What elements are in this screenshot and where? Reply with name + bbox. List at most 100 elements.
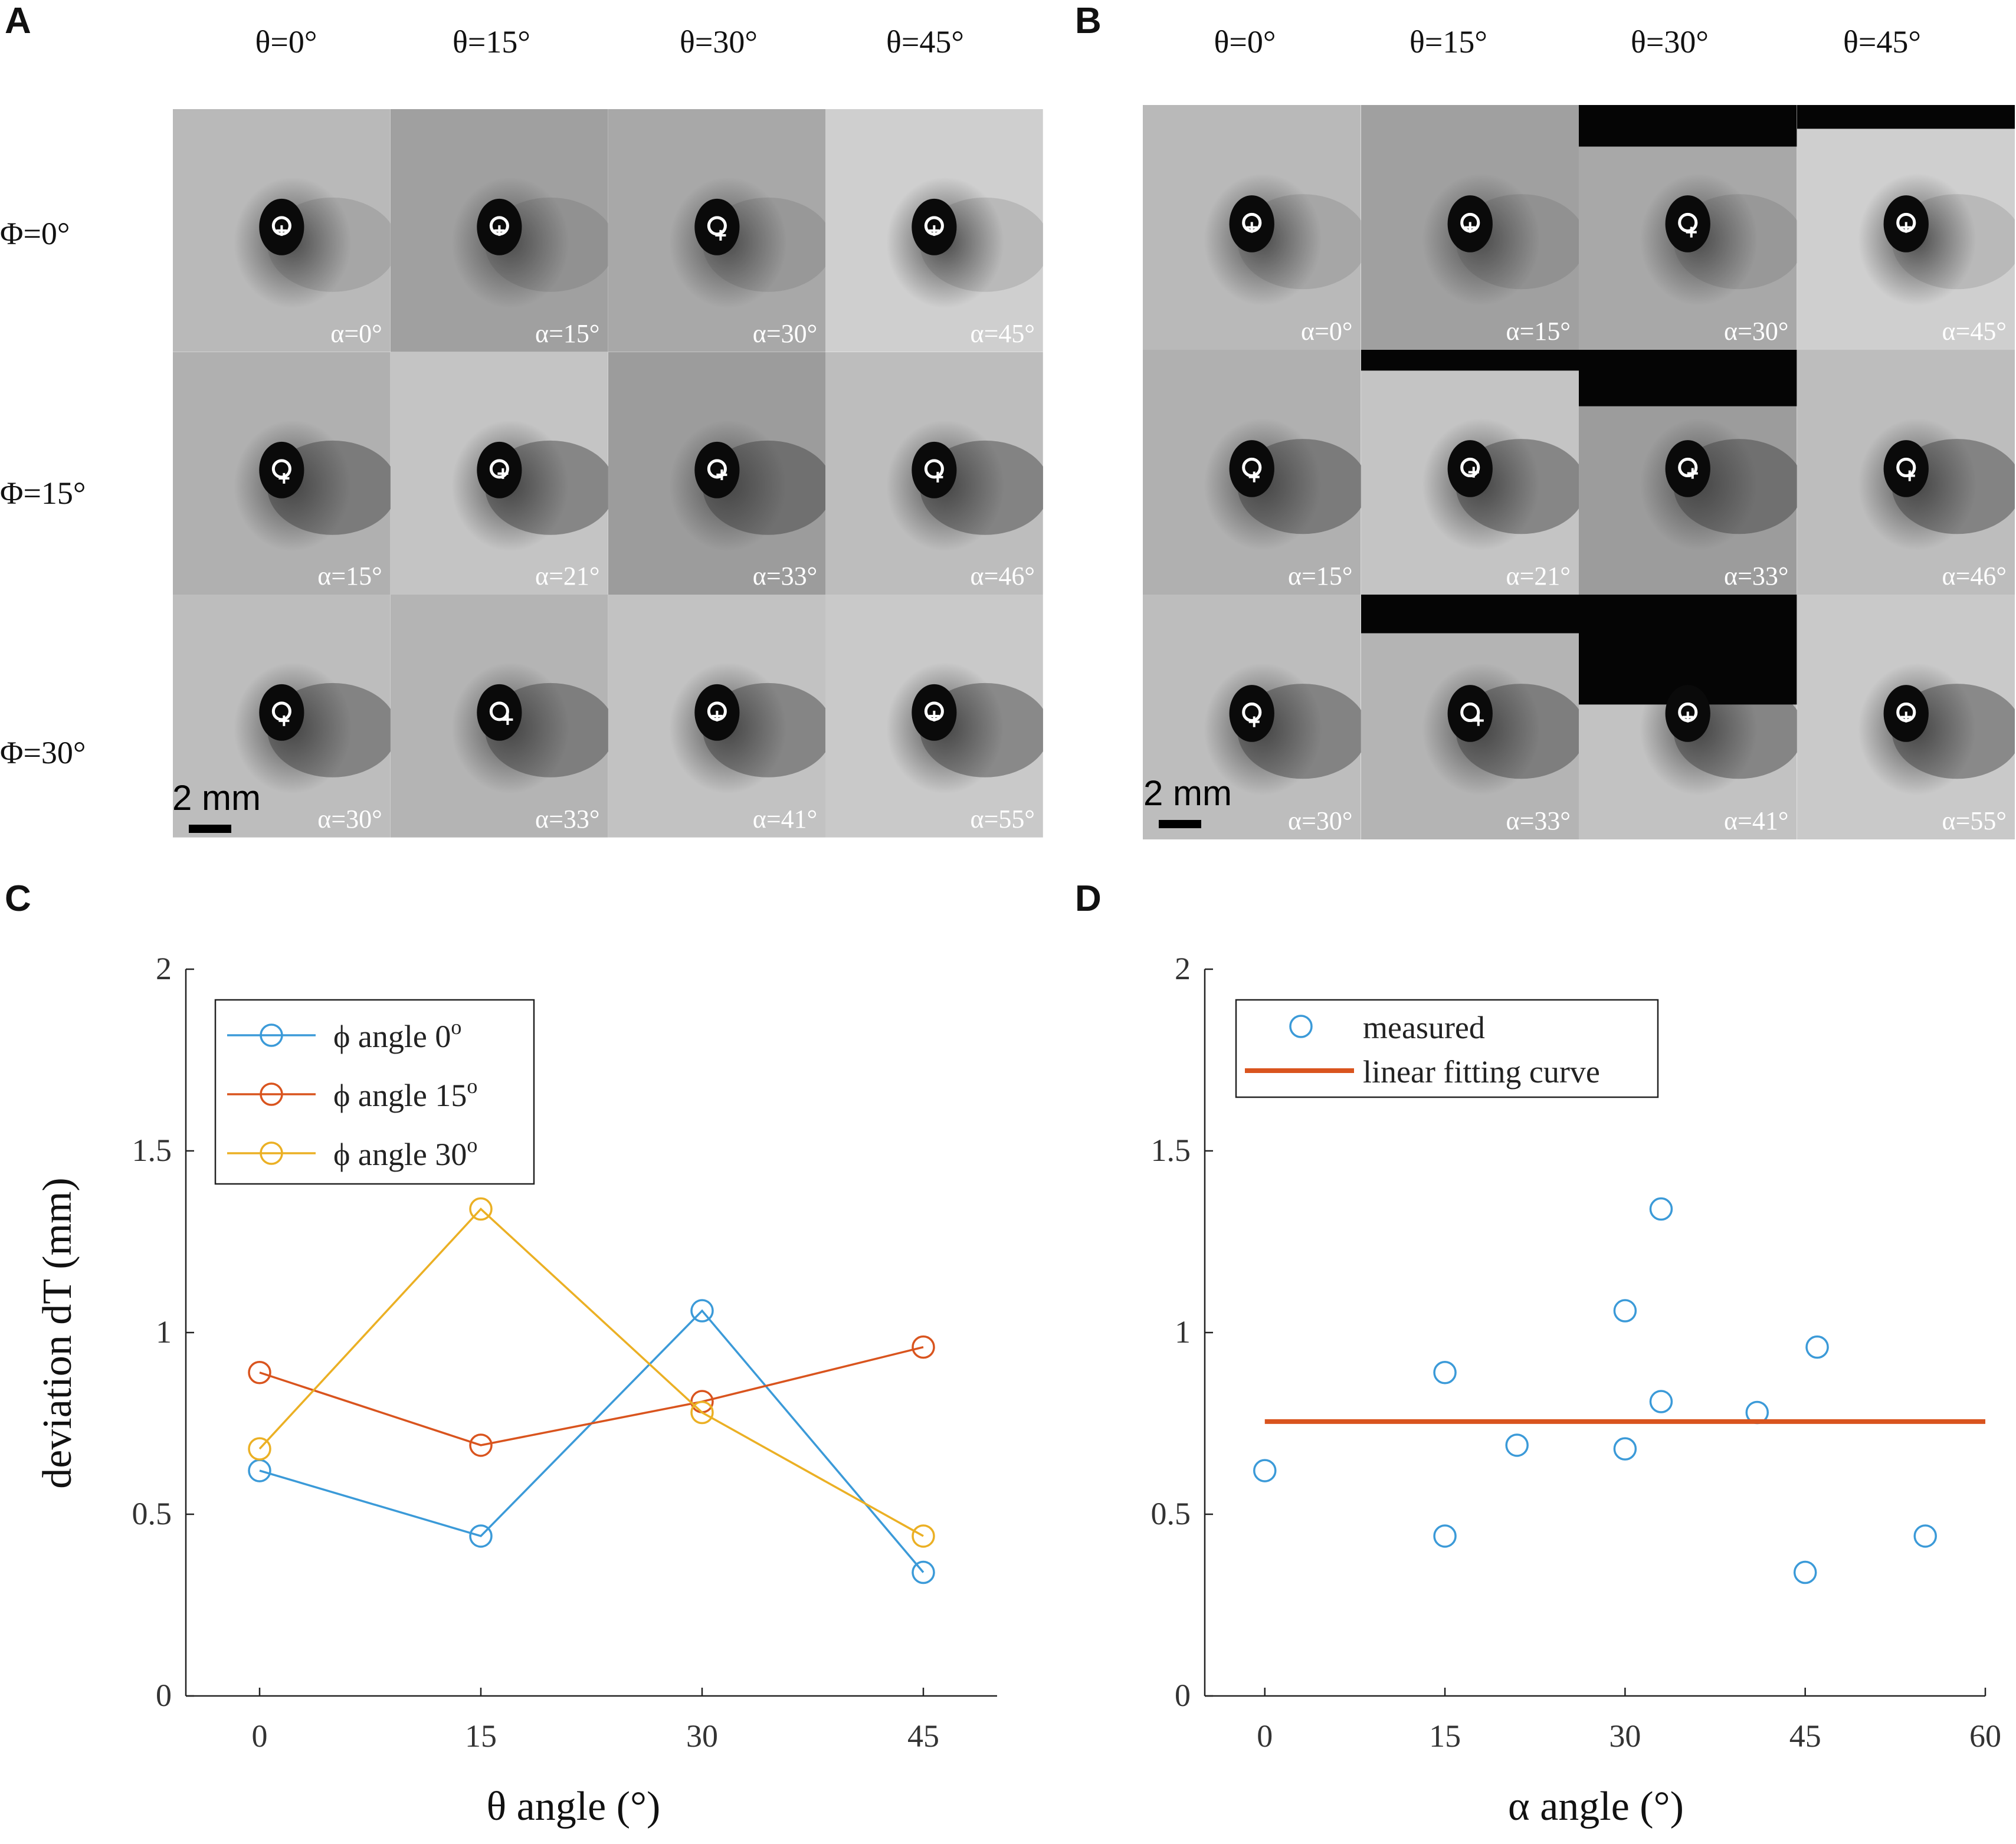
panel-b-scale-bar [1159, 820, 1201, 828]
panel-b-theta-15: θ=15° [1409, 24, 1487, 60]
target-circle-marker [1678, 457, 1698, 478]
panel-d-letter: D [1075, 878, 1102, 919]
target-circle-marker [489, 701, 509, 721]
panel-b-tile: α=30° [1143, 595, 1361, 839]
chart-d-measured-point [1433, 1524, 1457, 1548]
panel-a-tile: α=21° [390, 352, 608, 595]
tile-image [390, 109, 608, 352]
target-spot [1229, 440, 1274, 497]
chart-d-x-tick-label: 15 [1429, 1718, 1461, 1754]
tile-image [1579, 595, 1797, 839]
phi-30-label: Φ=30° [0, 735, 86, 770]
panel-a-scale-bar [189, 825, 231, 833]
chart-d-x-tick-label: 30 [1609, 1718, 1641, 1754]
chart-d-y-tick-label: 2 [1175, 951, 1191, 986]
target-spot [1229, 685, 1274, 742]
alpha-label: α=15° [535, 319, 600, 348]
panel-a-theta-15: θ=15° [453, 24, 530, 60]
needle-tip-cross-marker [1468, 467, 1479, 478]
panel-a-tile: α=30° [608, 109, 826, 352]
tile-image [825, 352, 1043, 595]
chart-d-y-tick-label: 1.5 [1151, 1133, 1191, 1168]
chart-d-x-tick-label: 0 [1257, 1718, 1273, 1754]
chart-d-y-tick-label: 0 [1175, 1678, 1191, 1713]
chart-c-x-tick-label: 15 [465, 1718, 497, 1754]
chart-d-y-tick-label: 1 [1175, 1314, 1191, 1350]
chart-c-y-tick-label: 1 [156, 1314, 172, 1350]
chart-d-x-axis-label: α angle (°) [1508, 1784, 1684, 1829]
tile-image [1579, 350, 1797, 595]
chart-d-legend-swatch-marker [1289, 1015, 1313, 1038]
chart-d-measured-point [1613, 1299, 1637, 1323]
tile-image [825, 109, 1043, 352]
alpha-label: α=33° [535, 804, 600, 834]
alpha-label: α=30° [752, 319, 818, 348]
panel-a-image-grid: α=0° α=15° α=30° α=45° α=15° α=21° α=33° α=46° α… [173, 109, 1043, 838]
needle-tip-cross-marker [1248, 471, 1260, 483]
alpha-label: α=0° [1301, 317, 1353, 346]
panel-a-tile: α=0° [173, 109, 391, 352]
chart-c-data-point [690, 1400, 714, 1425]
alpha-label: α=33° [1506, 806, 1571, 835]
target-spot [477, 441, 522, 498]
chart-c-y-tick-label: 0 [156, 1678, 172, 1713]
needle-tip-cross-marker [502, 714, 513, 726]
panel-b-tile: α=15° [1143, 350, 1361, 595]
needle-tip-cross-marker [932, 471, 943, 483]
alpha-label: α=30° [317, 804, 382, 834]
chart-c-legend-swatch-marker [260, 1141, 283, 1165]
needle-tip-cross-marker [1904, 470, 1915, 481]
alpha-label: α=21° [1506, 562, 1571, 590]
needle-tip-cross-marker [716, 469, 727, 480]
panel-b-tile: α=21° [1361, 350, 1579, 595]
phi-15-label: Φ=15° [0, 475, 86, 511]
tile-image [1361, 105, 1579, 350]
chart-c-data-point [248, 1361, 271, 1384]
chart-d: 0 0.5 1 1.5 2 0 15 30 45 60 α angle (°) measured lin… [1151, 951, 2002, 1829]
panel-a-tile: α=15° [390, 109, 608, 352]
chart-d-measured-point [1433, 1361, 1457, 1384]
panel-a-tile: α=30° [173, 595, 391, 838]
chart-c-data-point [912, 1560, 935, 1584]
alpha-label: α=15° [1506, 317, 1571, 346]
chart-c-x-tick-label: 45 [907, 1718, 939, 1754]
chart-c-legend-label: ϕ angle 0o [333, 1015, 461, 1054]
chart-d-legend-box [1235, 999, 1659, 1098]
chart-c-data-point [690, 1299, 714, 1323]
tile-image [1361, 595, 1579, 839]
tile-image [1143, 595, 1361, 839]
tile-black-band [1579, 350, 1797, 406]
panel-a-theta-0: θ=0° [255, 24, 317, 60]
tile-black-band [1797, 105, 2015, 129]
panel-b-tile: α=30° [1579, 105, 1797, 350]
alpha-label: α=33° [752, 562, 818, 591]
tile-image [1797, 350, 2015, 595]
chart-c: 0 0.5 1 1.5 2 0 15 30 45 deviation dT (mm) θ angle… [35, 951, 997, 1829]
target-spot [259, 441, 304, 498]
chart-d-measured-point [1613, 1437, 1637, 1461]
needle-tip-cross-marker [711, 711, 722, 722]
alpha-label: α=55° [1942, 806, 2007, 835]
tile-image [390, 595, 608, 838]
chart-c-y-tick-label: 1.5 [132, 1133, 172, 1168]
alpha-label: α=55° [970, 804, 1035, 834]
needle-tip-cross-marker [1900, 222, 1912, 233]
tile-image [173, 109, 391, 352]
panel-b-tile: α=46° [1797, 350, 2015, 595]
panel-a-tile: α=33° [390, 595, 608, 838]
chart-c-legend-label: ϕ angle 15o [333, 1074, 477, 1113]
panel-a-scale-label: 2 mm [172, 778, 261, 818]
tile-image [1797, 595, 2015, 839]
panel-a-theta-45: θ=45° [886, 24, 964, 60]
chart-c-series-line-0 [259, 1309, 925, 1573]
target-spot [1447, 685, 1493, 742]
needle-tip-cross-marker [497, 468, 509, 479]
needle-tip-cross-marker [494, 225, 505, 236]
panel-a-tile: α=46° [825, 352, 1043, 595]
chart-c-data-point [912, 1335, 935, 1359]
alpha-label: α=46° [1942, 562, 2007, 590]
phi-0-label: Φ=0° [0, 216, 70, 251]
panel-b-tile: α=33° [1361, 595, 1579, 839]
chart-d-x-tick-label: 45 [1789, 1718, 1821, 1754]
needle-tip-cross-marker [278, 473, 290, 484]
